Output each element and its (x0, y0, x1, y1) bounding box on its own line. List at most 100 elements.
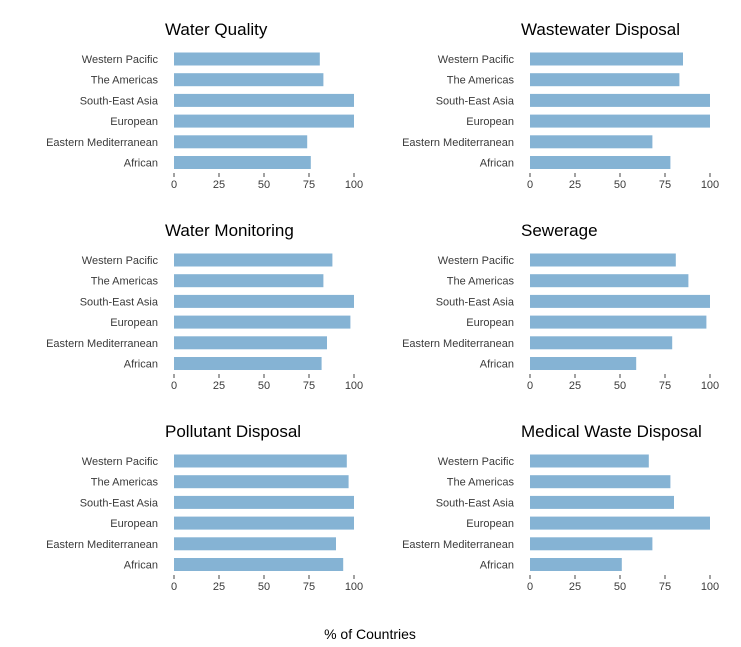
bar-wastewater-disposal-european (530, 114, 710, 128)
bar-water-monitoring-eastern-mediterranean (174, 336, 327, 350)
x-tick-label: 75 (303, 581, 315, 593)
panel-medical-waste-disposal: Medical Waste Disposal Western Pacific The… (402, 422, 719, 593)
bar-wastewater-disposal-south-east-asia (530, 93, 710, 107)
category-label: African (480, 359, 514, 371)
x-tick-label: 25 (213, 179, 225, 191)
category-label: European (466, 116, 514, 128)
x-tick-label: 50 (258, 380, 270, 392)
category-label: African (124, 158, 158, 170)
category-label: Western Pacific (82, 255, 159, 267)
category-label: South-East Asia (436, 95, 515, 107)
x-tick-label: 50 (614, 179, 626, 191)
x-tick-label: 50 (614, 581, 626, 593)
category-label: Western Pacific (82, 456, 159, 468)
bar-sewerage-european (530, 315, 707, 329)
bar-water-monitoring-european (174, 315, 351, 329)
x-tick-label: 75 (659, 179, 671, 191)
panel-title: Sewerage (521, 221, 598, 240)
bar-wastewater-disposal-the-americas (530, 73, 680, 87)
x-tick-label: 75 (303, 179, 315, 191)
x-tick-label: 0 (527, 380, 533, 392)
category-label: The Americas (91, 276, 159, 288)
category-label: Western Pacific (438, 255, 515, 267)
x-tick-label: 25 (213, 380, 225, 392)
x-tick-label: 25 (213, 581, 225, 593)
x-axis-label: % of Countries (324, 626, 416, 642)
category-label: Eastern Mediterranean (402, 137, 514, 149)
category-label: African (480, 158, 514, 170)
panel-title: Water Quality (165, 20, 268, 39)
x-tick-label: 100 (345, 380, 363, 392)
x-tick-label: 0 (527, 581, 533, 593)
category-label: South-East Asia (436, 497, 515, 509)
bar-sewerage-western-pacific (530, 253, 676, 267)
bar-sewerage-african (530, 357, 637, 370)
bar-water-monitoring-the-americas (174, 274, 324, 288)
category-label: Western Pacific (82, 54, 159, 66)
x-tick-label: 75 (659, 581, 671, 593)
bar-water-quality-eastern-mediterranean (174, 135, 308, 149)
x-tick-label: 75 (659, 380, 671, 392)
bar-medical-waste-disposal-african (530, 558, 622, 571)
category-label: African (124, 359, 158, 371)
x-tick-label: 75 (303, 380, 315, 392)
bar-wastewater-disposal-african (530, 156, 671, 169)
bar-water-quality-european (174, 114, 354, 128)
x-tick-label: 100 (701, 380, 719, 392)
category-label: Eastern Mediterranean (402, 539, 514, 551)
bar-medical-waste-disposal-european (530, 516, 710, 530)
bar-water-quality-african (174, 156, 311, 169)
x-tick-label: 50 (258, 581, 270, 593)
x-tick-label: 25 (569, 380, 581, 392)
x-tick-label: 25 (569, 581, 581, 593)
category-label: African (124, 560, 158, 572)
bar-medical-waste-disposal-eastern-mediterranean (530, 537, 653, 551)
category-label: Eastern Mediterranean (46, 539, 158, 551)
panel-title: Pollutant Disposal (165, 422, 301, 441)
category-label: The Americas (447, 276, 515, 288)
panel-title: Wastewater Disposal (521, 20, 680, 39)
category-label: Eastern Mediterranean (46, 338, 158, 350)
panels: Water Quality Western Pacific The Americas… (46, 20, 719, 593)
x-tick-label: 25 (569, 179, 581, 191)
category-label: Eastern Mediterranean (46, 137, 158, 149)
bar-wastewater-disposal-western-pacific (530, 52, 683, 66)
category-label: Western Pacific (438, 456, 515, 468)
bar-pollutant-disposal-south-east-asia (174, 495, 354, 509)
bar-sewerage-eastern-mediterranean (530, 336, 673, 350)
category-label: South-East Asia (80, 497, 159, 509)
bar-water-quality-south-east-asia (174, 93, 354, 107)
bar-pollutant-disposal-eastern-mediterranean (174, 537, 336, 551)
x-tick-label: 100 (701, 179, 719, 191)
panel-water-monitoring: Water Monitoring Western Pacific The Ameri… (46, 221, 363, 392)
x-tick-label: 50 (258, 179, 270, 191)
x-tick-label: 0 (171, 380, 177, 392)
bar-pollutant-disposal-western-pacific (174, 454, 347, 468)
category-label: South-East Asia (80, 95, 159, 107)
category-label: African (480, 560, 514, 572)
x-tick-label: 0 (527, 179, 533, 191)
bar-pollutant-disposal-african (174, 558, 344, 571)
panel-title: Medical Waste Disposal (521, 422, 702, 441)
bar-water-monitoring-south-east-asia (174, 294, 354, 308)
category-label: European (466, 518, 514, 530)
bar-water-monitoring-western-pacific (174, 253, 333, 267)
bar-sewerage-the-americas (530, 274, 689, 288)
category-label: European (110, 518, 158, 530)
bar-pollutant-disposal-european (174, 516, 354, 530)
bar-water-quality-western-pacific (174, 52, 320, 66)
category-label: The Americas (447, 75, 515, 87)
category-label: Western Pacific (438, 54, 515, 66)
x-tick-label: 50 (614, 380, 626, 392)
category-label: Eastern Mediterranean (402, 338, 514, 350)
bar-water-monitoring-african (174, 357, 322, 370)
category-label: The Americas (91, 477, 159, 489)
x-tick-label: 100 (345, 179, 363, 191)
category-label: European (110, 317, 158, 329)
x-tick-label: 0 (171, 581, 177, 593)
panel-title: Water Monitoring (165, 221, 294, 240)
panel-sewerage: Sewerage Western Pacific The Americas South… (402, 221, 719, 392)
category-label: The Americas (447, 477, 515, 489)
category-label: The Americas (91, 75, 159, 87)
